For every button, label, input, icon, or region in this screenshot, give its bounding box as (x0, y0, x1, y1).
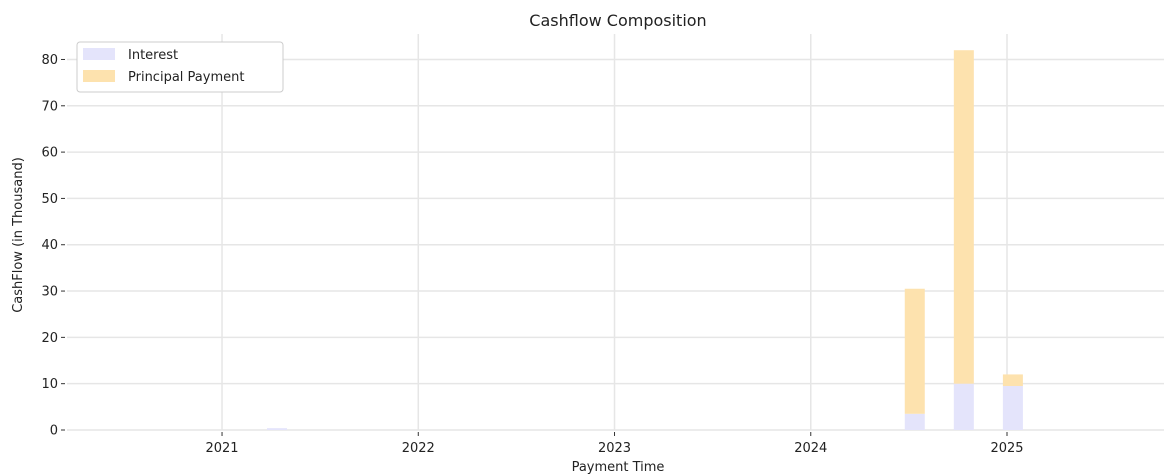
x-tick-label: 2024 (794, 441, 827, 456)
x-tick-label: 2023 (598, 441, 631, 456)
legend: Interest Principal Payment (76, 41, 284, 93)
legend-swatch-interest (83, 48, 115, 60)
bar-principal-payment (1002, 374, 1023, 386)
gridlines (67, 34, 1164, 431)
bar-principal-payment (904, 288, 925, 414)
y-axis: 0 10 20 30 40 50 60 70 80 (41, 53, 65, 439)
y-tick-label: 30 (41, 285, 58, 300)
x-axis: 2021 2022 2023 2024 2025 (205, 432, 1024, 456)
y-axis-label: CashFlow (in Thousand) (11, 157, 26, 313)
x-tick-label: 2025 (990, 441, 1023, 456)
bar-principal-payment (953, 50, 974, 384)
y-tick-label: 70 (41, 99, 58, 114)
y-tick-label: 0 (50, 424, 58, 439)
chart-title: Cashflow Composition (529, 11, 706, 30)
legend-label-principal-payment: Principal Payment (128, 70, 244, 85)
y-tick-label: 60 (41, 146, 58, 161)
bar-interest (266, 428, 287, 430)
y-tick-label: 50 (41, 192, 58, 207)
y-tick-label: 10 (41, 377, 58, 392)
y-tick-label: 40 (41, 238, 58, 253)
y-tick-label: 20 (41, 331, 58, 346)
y-tick-label: 80 (41, 53, 58, 68)
legend-swatch-principal-payment (83, 70, 115, 82)
x-tick-label: 2022 (402, 441, 435, 456)
x-axis-label: Payment Time (572, 460, 665, 475)
bar-interest (953, 383, 974, 430)
legend-box (76, 41, 284, 93)
x-tick-label: 2021 (205, 441, 238, 456)
bar-interest (1002, 386, 1023, 430)
bar-interest (904, 413, 925, 430)
legend-label-interest: Interest (128, 48, 178, 63)
bars (266, 50, 1023, 430)
